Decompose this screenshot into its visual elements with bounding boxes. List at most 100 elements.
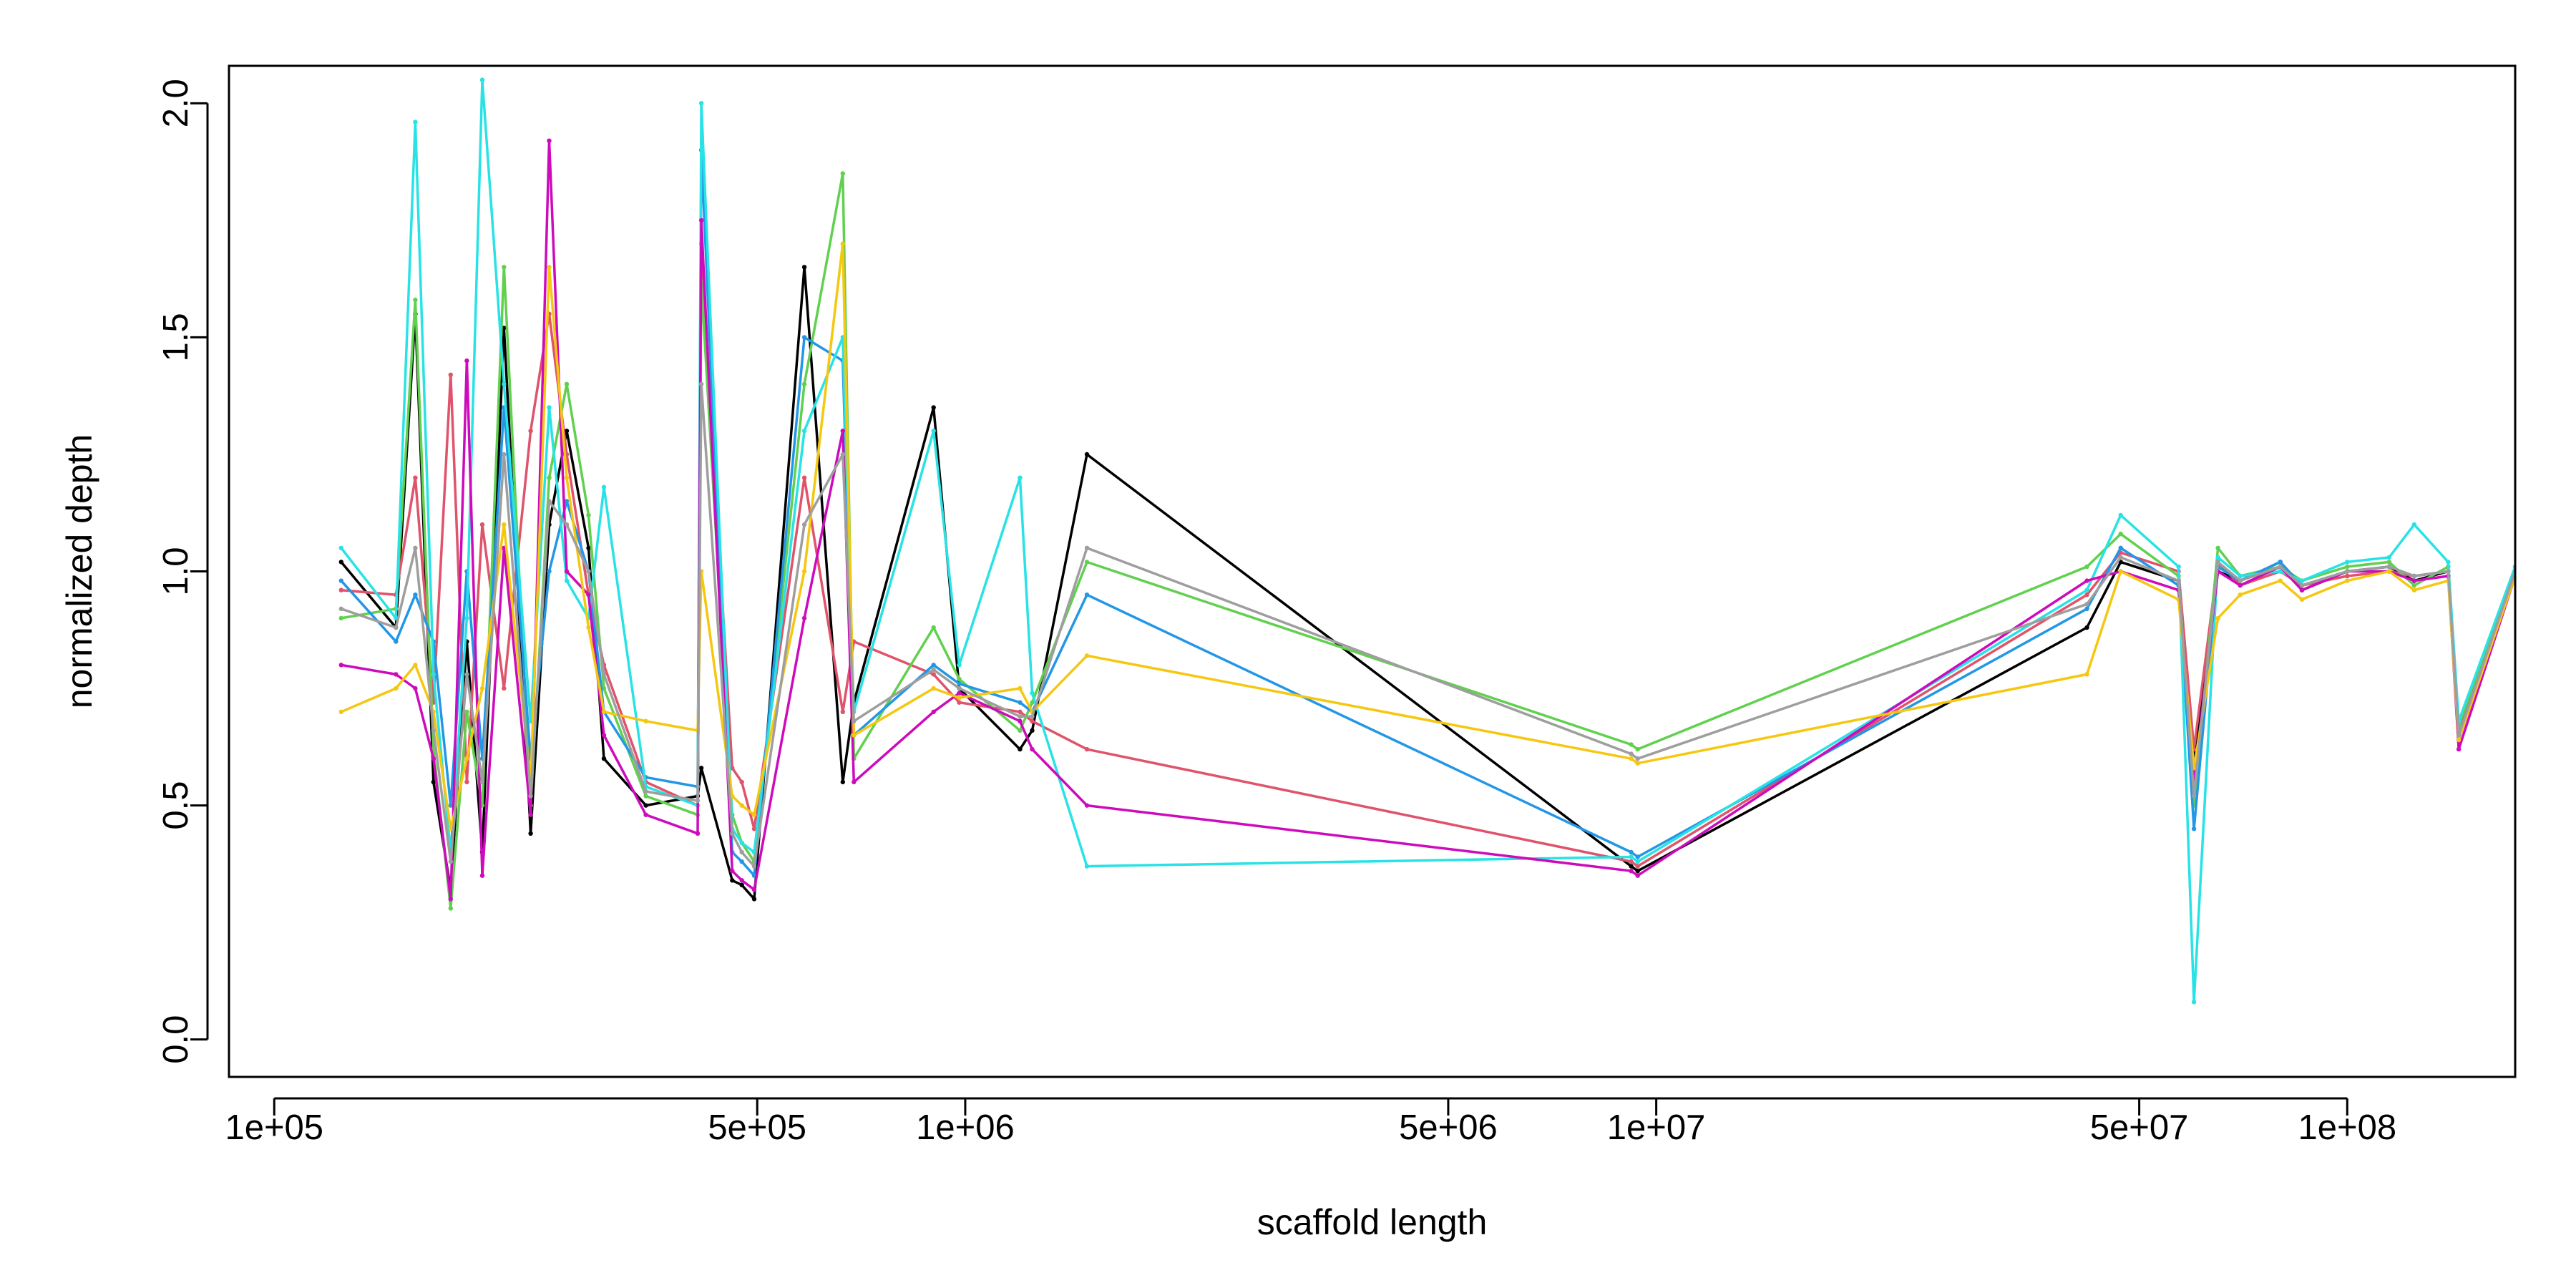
series-4-point xyxy=(564,499,570,504)
series-2-point xyxy=(448,372,453,377)
y-tick-label: 0.5 xyxy=(157,781,195,830)
series-5-point xyxy=(1084,864,1090,869)
series-3-point xyxy=(2215,545,2220,550)
series-7-point xyxy=(2299,597,2305,602)
series-1-point xyxy=(1084,452,1090,457)
series-8-point xyxy=(801,522,807,527)
series-3-point xyxy=(2118,532,2123,537)
series-3-point xyxy=(2084,564,2089,570)
series-7-point xyxy=(1018,686,1023,691)
series-6-point xyxy=(695,831,701,836)
series-5-point xyxy=(2176,564,2181,570)
series-1-point xyxy=(564,429,570,434)
series-6-point xyxy=(547,138,552,143)
series-7-point xyxy=(643,718,648,723)
series-7-point xyxy=(2215,615,2220,621)
series-4-point xyxy=(2084,606,2089,611)
series-4-point xyxy=(957,681,962,686)
series-1-point xyxy=(840,779,846,785)
series-6-point xyxy=(801,615,807,621)
series-1-point xyxy=(338,560,343,565)
series-1-point xyxy=(801,265,807,270)
series-1-point xyxy=(1629,864,1634,869)
series-5-point xyxy=(2084,587,2089,592)
series-8-point xyxy=(751,864,757,869)
series-6-line xyxy=(341,139,2515,901)
series-2-point xyxy=(2345,573,2350,579)
series-7-point xyxy=(1084,653,1090,658)
series-7-point xyxy=(801,569,807,574)
series-8-point xyxy=(413,545,418,550)
series-2-point xyxy=(1084,746,1090,752)
x-axis-title: scaffold length xyxy=(1257,1202,1488,1242)
series-7-point xyxy=(2084,672,2089,677)
series-8-point xyxy=(2299,582,2305,588)
series-3-point xyxy=(601,686,607,691)
series-5-point xyxy=(413,119,418,125)
series-5-point xyxy=(2386,555,2392,560)
series-5-point xyxy=(2278,569,2283,574)
series-2-point xyxy=(840,709,846,714)
series-2-point xyxy=(957,700,962,705)
series-1-point xyxy=(601,756,607,761)
series-8-point xyxy=(394,625,399,630)
series-5-point xyxy=(564,578,570,583)
x-tick-label: 5e+06 xyxy=(1399,1108,1498,1147)
series-2-point xyxy=(2084,592,2089,597)
series-8-point xyxy=(852,718,857,723)
series-6-point xyxy=(931,709,936,714)
series-5-point xyxy=(2215,555,2220,560)
series-3-point xyxy=(957,676,962,682)
series-7-point xyxy=(751,812,757,817)
series-2-point xyxy=(730,766,735,771)
series-6-point xyxy=(413,686,418,691)
series-2-point xyxy=(413,475,418,480)
series-8-point xyxy=(2345,569,2350,574)
series-8-point xyxy=(2215,560,2220,565)
x-tick-label: 5e+07 xyxy=(2090,1108,2189,1147)
series-6-point xyxy=(2299,587,2305,592)
series-layer xyxy=(338,77,2515,1005)
series-7-point xyxy=(840,241,846,246)
series-6-point xyxy=(338,663,343,668)
x-tick-label: 1e+06 xyxy=(916,1108,1015,1147)
series-1-point xyxy=(2084,625,2089,630)
series-3 xyxy=(338,171,2515,911)
series-8-point xyxy=(502,452,507,457)
y-axis-title: normalized depth xyxy=(59,434,99,709)
series-6-point xyxy=(464,358,469,364)
x-tick-label: 1e+08 xyxy=(2298,1108,2396,1147)
series-7-point xyxy=(502,522,507,527)
series-7-point xyxy=(2411,587,2417,592)
series-7-point xyxy=(2386,569,2392,574)
series-6-point xyxy=(2411,578,2417,583)
series-8-point xyxy=(1635,756,1640,761)
series-8-point xyxy=(528,794,533,799)
series-5-point xyxy=(479,77,485,82)
series-7-point xyxy=(448,826,453,831)
series-2-point xyxy=(1018,709,1023,714)
series-5-point xyxy=(502,381,507,386)
series-4-point xyxy=(931,663,936,668)
series-8-point xyxy=(2118,555,2123,560)
series-8-point xyxy=(2084,602,2089,607)
series-5-point xyxy=(2299,578,2305,583)
series-7-point xyxy=(739,803,744,808)
series-2-point xyxy=(739,779,744,785)
series-6-point xyxy=(852,779,857,785)
series-6-point xyxy=(2238,582,2243,588)
series-6-point xyxy=(698,218,704,223)
series-5-point xyxy=(2118,512,2123,518)
series-4-point xyxy=(801,335,807,340)
series-8-point xyxy=(931,667,936,673)
series-3-point xyxy=(547,475,552,480)
series-7-point xyxy=(730,794,735,799)
series-5-point xyxy=(601,484,607,489)
series-7-point xyxy=(2345,578,2350,583)
series-6-point xyxy=(1018,718,1023,723)
series-1-point xyxy=(1635,869,1640,874)
series-8-point xyxy=(2191,794,2197,799)
series-7-point xyxy=(547,265,552,270)
series-7-point xyxy=(479,686,485,691)
